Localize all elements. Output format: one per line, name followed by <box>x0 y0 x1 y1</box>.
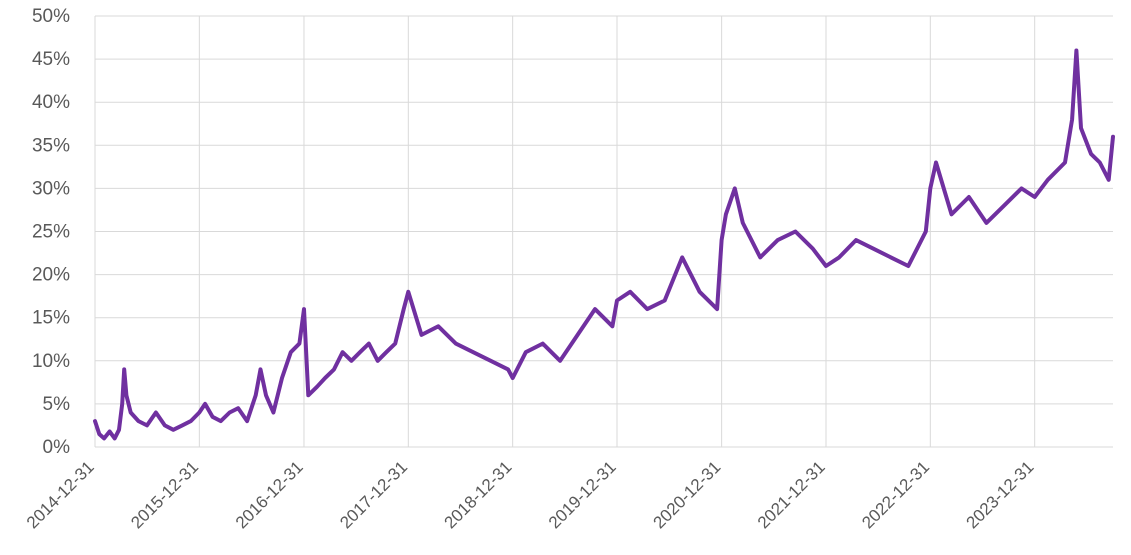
series-line <box>93 48 1115 441</box>
y-tick-label: 15% <box>32 308 70 329</box>
x-tick-label: 2019-12-31 <box>545 457 620 532</box>
x-tick-label: 2023-12-31 <box>963 457 1038 532</box>
series-layer <box>93 48 1115 441</box>
y-tick-label: 20% <box>32 265 70 286</box>
gridlines <box>94 15 1113 448</box>
x-tick-label: 2018-12-31 <box>441 457 516 532</box>
y-tick-label: 50% <box>32 6 70 27</box>
x-tick-label: 2014-12-31 <box>23 457 98 532</box>
x-tick-label: 2016-12-31 <box>232 457 307 532</box>
x-axis-ticks: 2014-12-31 2015-12-31 2016-12-31 2017-12-31… <box>23 457 1038 532</box>
x-tick-label: 2021-12-31 <box>754 457 829 532</box>
y-tick-label: 10% <box>32 351 70 372</box>
y-tick-label: 40% <box>32 92 70 113</box>
y-tick-label: 0% <box>43 437 71 458</box>
x-tick-label: 2017-12-31 <box>336 457 411 532</box>
x-tick-label: 2022-12-31 <box>858 457 933 532</box>
y-tick-label: 30% <box>32 178 70 199</box>
y-tick-label: 25% <box>32 222 70 243</box>
y-tick-label: 45% <box>32 49 70 70</box>
x-tick-label: 2020-12-31 <box>650 457 725 532</box>
y-axis-ticks: 0% 5% 10% 15% 20% 25% 30% 35% 40% 45% 50% <box>32 6 70 458</box>
x-tick-label: 2015-12-31 <box>127 457 202 532</box>
y-tick-label: 5% <box>43 394 71 415</box>
y-tick-label: 35% <box>32 135 70 156</box>
